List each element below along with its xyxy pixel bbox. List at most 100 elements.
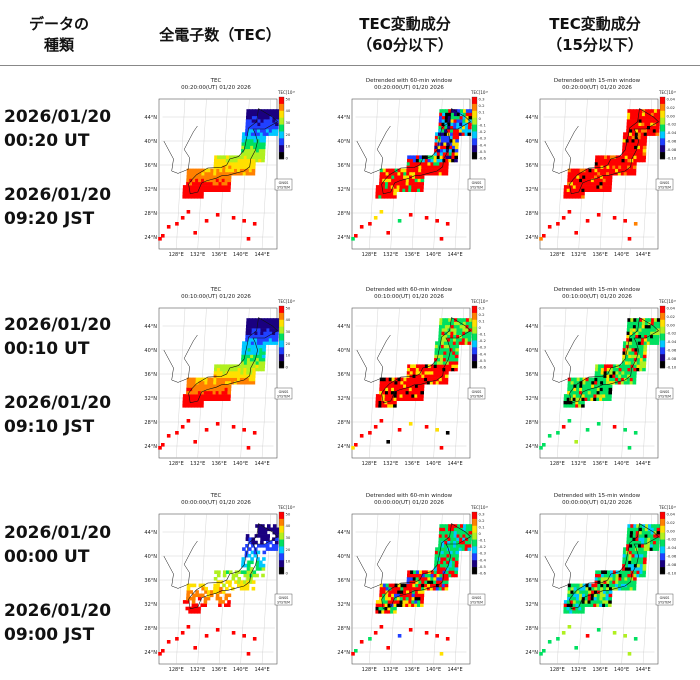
data-cell — [437, 142, 441, 146]
data-cell — [595, 364, 599, 368]
data-cell — [240, 371, 244, 375]
data-cell — [446, 138, 451, 143]
data-cell — [379, 387, 383, 392]
data-cell — [243, 155, 248, 159]
data-cell — [641, 544, 645, 548]
data-cell — [432, 171, 437, 176]
island-cell — [158, 237, 162, 241]
data-cell — [221, 384, 226, 388]
data-cell — [602, 384, 607, 388]
data-cell — [627, 530, 631, 535]
data-cell — [434, 351, 439, 355]
data-cell — [242, 132, 246, 136]
data-cell — [275, 534, 279, 538]
island-cell — [186, 419, 191, 423]
data-cell — [195, 590, 199, 594]
colorbar-label: TEC[10¹⁶/m²] — [277, 90, 295, 95]
data-cell — [640, 145, 644, 150]
data-cell — [633, 112, 637, 117]
data-cell — [253, 351, 257, 355]
data-cell — [213, 374, 218, 378]
data-cell — [201, 380, 205, 385]
data-cell — [240, 367, 245, 372]
x-tick-label: 128°E — [169, 461, 184, 467]
data-cell — [455, 550, 460, 555]
data-cell — [605, 590, 610, 594]
data-cell — [408, 394, 412, 398]
data-cell — [203, 181, 208, 186]
data-cell — [618, 577, 622, 581]
data-cell — [406, 377, 410, 382]
data-cell — [258, 321, 262, 326]
colorbar-segment — [472, 354, 477, 362]
data-cell — [390, 181, 395, 186]
data-cell — [566, 600, 571, 604]
data-cell — [627, 162, 631, 166]
data-cell — [256, 347, 260, 352]
data-cell — [465, 122, 469, 126]
data-cell — [449, 351, 453, 355]
data-cell — [182, 397, 187, 401]
data-cell — [605, 181, 609, 186]
data-cell — [455, 338, 460, 342]
data-cell — [609, 573, 614, 578]
data-cell — [576, 384, 580, 388]
data-cell — [622, 563, 626, 568]
data-cell — [272, 530, 277, 535]
data-cell — [593, 593, 598, 598]
data-cell — [579, 593, 583, 598]
data-cell — [590, 600, 595, 604]
data-cell — [447, 544, 451, 548]
data-cell — [638, 540, 642, 545]
data-cell — [566, 397, 571, 401]
gnss-logo-line2: SYSTEM — [658, 395, 671, 399]
data-cell — [630, 152, 635, 156]
colorbar-tick-label: -0.2 — [479, 544, 487, 549]
data-cell — [468, 109, 473, 113]
data-cell — [250, 341, 255, 345]
data-cell — [643, 550, 648, 555]
data-cell — [632, 324, 637, 329]
data-cell — [635, 328, 640, 332]
data-cell — [632, 171, 637, 176]
data-cell — [408, 188, 412, 192]
data-cell — [274, 129, 279, 133]
colorbar-tick-label: 0.1 — [479, 110, 486, 115]
data-cell — [209, 181, 214, 186]
data-cell — [412, 371, 417, 375]
x-tick-label: 140°E — [233, 667, 248, 673]
data-cell — [260, 534, 265, 538]
data-cell — [391, 380, 396, 385]
data-cell — [612, 371, 617, 375]
data-cell — [465, 324, 470, 329]
data-cell — [412, 577, 417, 581]
data-cell — [602, 397, 606, 401]
data-cell — [388, 384, 392, 388]
data-cell — [617, 380, 622, 385]
data-cell — [621, 371, 625, 375]
colorbar-segment — [279, 319, 284, 327]
gnss-logo — [467, 387, 486, 400]
data-cell — [609, 367, 614, 372]
data-cell — [590, 397, 594, 401]
data-cell — [250, 138, 255, 143]
data-cell — [216, 165, 221, 169]
y-tick-label: 36°N — [525, 163, 538, 169]
data-cell — [585, 387, 589, 392]
data-cell — [609, 374, 613, 378]
data-cell — [640, 135, 645, 140]
data-cell — [449, 138, 453, 143]
data-cell — [453, 334, 457, 339]
panel-timestamp: 00:10:00(UT) 01/20 2026 — [181, 294, 251, 300]
data-cell — [569, 600, 574, 604]
colorbar-tick-label: 10 — [286, 353, 291, 358]
data-cell — [652, 129, 657, 133]
x-tick-label: 136°E — [212, 252, 227, 258]
data-cell — [642, 158, 646, 163]
data-cell — [257, 125, 261, 130]
data-cell — [419, 155, 423, 159]
data-cell — [418, 158, 423, 163]
colorbar-tick-label: 30 — [286, 120, 291, 125]
data-cell — [212, 188, 216, 192]
data-cell — [642, 145, 647, 150]
